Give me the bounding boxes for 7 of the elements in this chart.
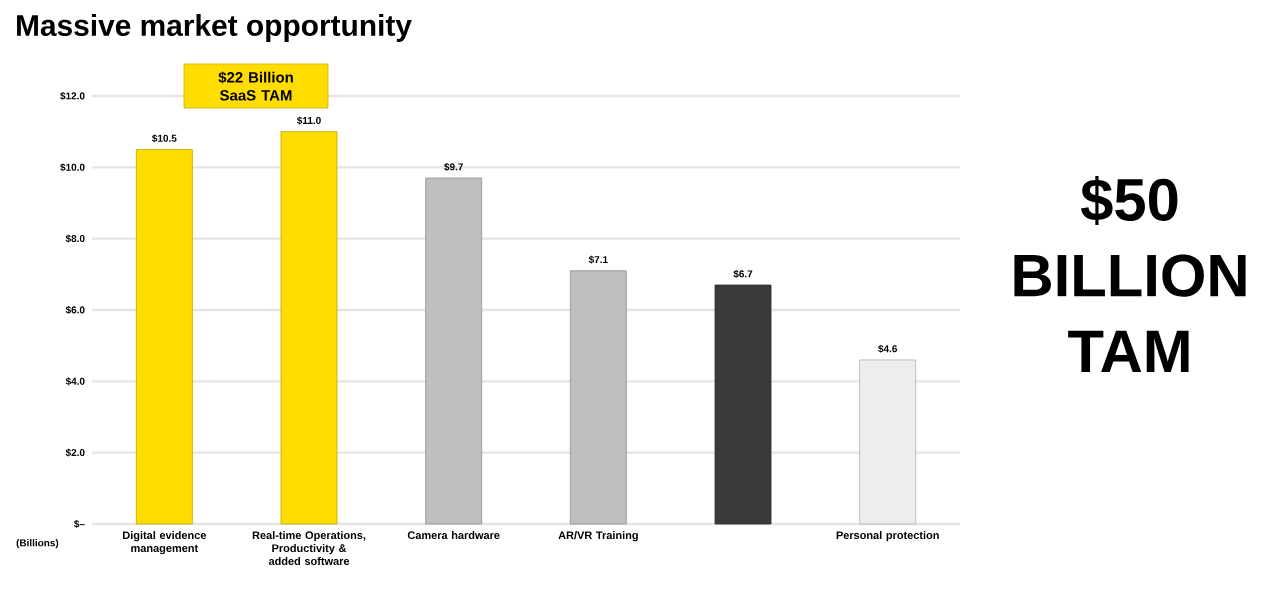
bar (280, 131, 338, 525)
bar (425, 177, 483, 525)
text: $50 BILLION TAM (1014, 176, 1246, 372)
bar (569, 270, 627, 525)
bar (714, 284, 772, 525)
bar (135, 149, 193, 525)
chart-title: Massive market opportunity (17, 14, 412, 42)
